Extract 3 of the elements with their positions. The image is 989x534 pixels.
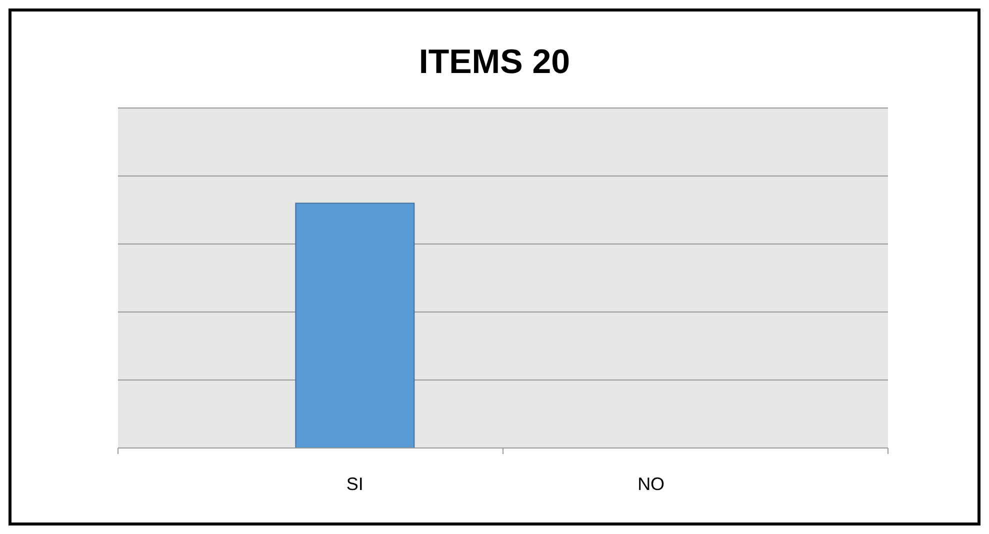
chart-title: ITEMS 20 [418, 43, 570, 81]
x-tick-label: SI [346, 474, 364, 494]
x-tick-label: NO [638, 474, 665, 494]
